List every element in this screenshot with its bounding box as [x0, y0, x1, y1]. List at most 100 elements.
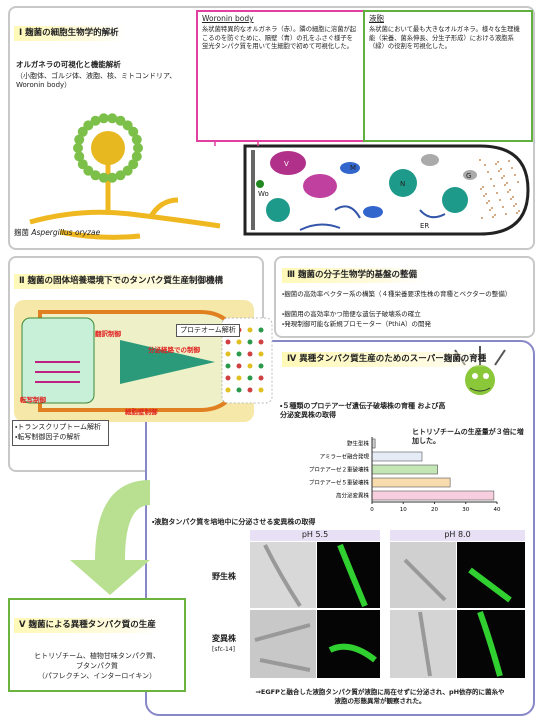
vesicle — [487, 171, 489, 173]
vesicle — [493, 185, 495, 187]
cell-label: M — [350, 164, 356, 172]
woronin-body — [256, 180, 264, 188]
control-label: 転写制御 — [20, 396, 46, 404]
protein — [258, 387, 264, 393]
x-tick-label: 30 — [462, 507, 469, 513]
conidium — [74, 134, 85, 145]
cell-label: V — [284, 160, 289, 168]
gfp-signal — [328, 543, 512, 677]
section-title: Ⅰ 麹菌の細胞生物学的解析 — [14, 26, 124, 42]
product: （パフレクチン、インターロイキン） — [37, 672, 157, 680]
vacuole — [303, 174, 337, 198]
vesicle — [514, 174, 516, 176]
protein — [236, 387, 242, 393]
bar — [371, 490, 495, 501]
vesicle — [507, 191, 509, 193]
protein — [258, 375, 264, 381]
vesicle — [516, 212, 518, 214]
category-label: プロテアーゼ５重破壊株 — [309, 479, 370, 487]
protein — [225, 339, 231, 345]
vesicle — [506, 182, 508, 184]
nucleus — [389, 169, 417, 197]
vesicle — [496, 192, 498, 194]
mrna — [35, 361, 80, 383]
item: ・麹菌の高効率ベクター系の構築（４種栄養要求性株の育種とベクターの整備） — [282, 290, 512, 298]
vesicle — [490, 178, 492, 180]
vesicle — [508, 160, 510, 162]
product: ブタンパク質 — [76, 662, 118, 670]
bar — [371, 477, 451, 488]
category-label: 高分泌変異株 — [336, 492, 370, 500]
item: ・発現制御可能な新規プロモーター（PthiA）の開発 — [282, 320, 432, 328]
conidium — [90, 115, 101, 126]
item: ・５種類のプロテアーゼ遺伝子破壊株の育種 および高分泌変異株の取得 — [280, 402, 446, 420]
species-label: 麹菌 — [14, 228, 29, 237]
vesicle — [509, 189, 511, 191]
medium — [221, 317, 273, 404]
vesicle — [502, 206, 504, 208]
vesicle — [494, 214, 496, 216]
protein — [258, 339, 264, 345]
ph-label: pH 5.5 — [250, 530, 380, 541]
vesicle — [518, 210, 520, 212]
row-label: 変異株 — [212, 634, 236, 643]
analysis-box: ・トランスクリプトーム解析 ・転写制御因子の解析 — [12, 420, 109, 446]
category-label: 野生型株 — [347, 440, 370, 448]
row-label: 野生株 — [212, 572, 236, 581]
vesicle — [482, 186, 484, 188]
conidium — [128, 126, 139, 137]
protein — [236, 351, 242, 357]
vesicle — [510, 198, 512, 200]
x-tick-label: 0 — [370, 507, 374, 513]
conidium — [122, 165, 133, 176]
vesicle — [486, 202, 488, 204]
conidium — [128, 159, 139, 170]
organelle-list: （小胞体、ゴルジ体、液胞、核、ミトコンドリア、Woronin body） — [16, 72, 177, 90]
golgi — [463, 170, 477, 180]
conidium — [74, 151, 85, 162]
vesicle — [500, 168, 502, 170]
annotation: ヒトリゾチームの生産量が３倍に増加した。 — [412, 428, 524, 446]
species-name: Aspergillus oryzae — [31, 228, 101, 237]
cell-label: N — [400, 180, 405, 188]
vesicle — [479, 159, 481, 161]
section-title: Ⅲ 麹菌の分子生物学的基盤の整備 — [282, 268, 422, 284]
conidium — [122, 120, 133, 131]
vesicle — [512, 196, 514, 198]
bar — [371, 464, 438, 475]
category-label: アミラーゼ融合発現 — [320, 453, 370, 461]
conidium — [131, 134, 142, 145]
vesicle — [481, 217, 483, 219]
vesicle — [483, 195, 485, 197]
section-5-box: Ⅴ 麹菌による異種タンパク質の生産 ヒトリゾチーム、植物甘味タンパク質、 ブタン… — [8, 598, 186, 692]
box-text: 糸状菌において最も大きなオルガネラ。様々な生理機能（栄養、菌糸伸長、分生子形成）… — [369, 26, 520, 50]
conidium — [77, 159, 88, 170]
cell-label: G — [466, 172, 471, 180]
golgi — [421, 154, 439, 166]
vesicle — [499, 199, 501, 201]
conidium — [131, 151, 142, 162]
protein — [236, 375, 242, 381]
x-tick-label: 10 — [400, 507, 407, 513]
nucleus — [442, 187, 468, 213]
vesicle — [491, 207, 493, 209]
conidium — [115, 115, 126, 126]
mitochondrion — [363, 206, 383, 218]
secretion-pathway — [120, 340, 215, 384]
protein — [258, 327, 264, 333]
conidium — [115, 170, 126, 181]
conidium — [77, 126, 88, 137]
subtitle: オルガネラの可視化と機能解析 — [16, 60, 121, 69]
vesicle — [511, 167, 513, 169]
conidium — [98, 113, 109, 124]
item: ・液胞タンパク質を培地中に分泌させる変異株の取得 — [152, 518, 316, 526]
box-title: Woronin body — [202, 14, 254, 23]
conidium — [73, 143, 83, 153]
ph-label: pH 8.0 — [390, 530, 525, 541]
vesicle — [515, 203, 517, 205]
protein — [247, 339, 253, 345]
conidium — [83, 165, 94, 176]
protein — [258, 363, 264, 369]
protein — [236, 363, 242, 369]
